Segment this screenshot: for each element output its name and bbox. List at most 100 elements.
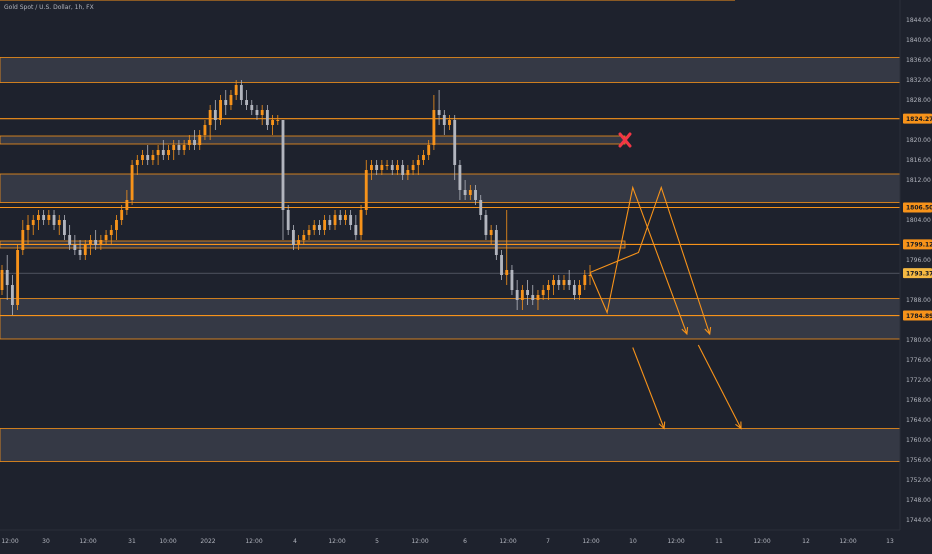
supply-demand-zone-2 [0, 173, 901, 203]
candle-body-72 [375, 165, 379, 170]
candle-body-45 [234, 85, 238, 95]
candle-body-110 [572, 285, 576, 295]
candle-body-74 [385, 165, 389, 166]
price-tick-label-7: 1812.00 [906, 177, 931, 184]
candle-body-84 [437, 110, 441, 115]
candle-body-87 [453, 120, 457, 165]
candle-body-28 [146, 155, 150, 160]
projection-path-1 [589, 185, 711, 335]
candle-body-95 [494, 230, 498, 255]
candle-body-60 [312, 225, 316, 230]
candle-body-80 [416, 160, 420, 165]
candle-body-105 [546, 285, 550, 290]
time-tick-label-6: 12:00 [245, 538, 262, 545]
price-tick-label-8: 1804.00 [906, 217, 931, 224]
symbol-title: Gold Spot / U.S. Dollar, 1h, FX [4, 4, 94, 11]
candle-body-93 [484, 215, 488, 235]
candle-body-33 [172, 145, 176, 150]
time-tick-label-7: 4 [293, 538, 297, 545]
candle-body-67 [349, 215, 353, 225]
time-tick-label-10: 12:00 [411, 538, 428, 545]
time-tick-label-11: 6 [463, 538, 467, 545]
projection-arrowhead-0 [681, 326, 689, 336]
supply-demand-zone-0 [0, 57, 901, 83]
candle-body-76 [396, 165, 399, 170]
price-tick-label-16: 1760.00 [906, 437, 931, 444]
price-badge-box-3 [903, 268, 932, 279]
candle-body-4 [21, 230, 25, 250]
time-tick-label-19: 12 [802, 538, 810, 545]
candle-body-19 [99, 240, 103, 245]
price-tick-label-12: 1776.00 [906, 357, 931, 364]
price-tick-label-0: 1844.00 [906, 17, 931, 24]
candle-body-96 [500, 255, 503, 275]
candle-body-12 [63, 220, 66, 235]
candle-body-8 [42, 215, 46, 220]
price-axis[interactable]: 1844.00 1840.00 1836.00 1832.00 1828.00 1820.… [906, 17, 931, 524]
time-tick-label-5: 2022 [200, 538, 215, 545]
price-tick-label-4: 1828.00 [906, 97, 931, 104]
candle-body-90 [468, 190, 472, 195]
price-badge-label-3: 1793.37 [906, 270, 932, 277]
candle-body-89 [463, 190, 467, 195]
time-tick-label-21: 13 [886, 538, 894, 545]
time-tick-label-14: 12:00 [582, 538, 599, 545]
price-badge-box-4 [903, 310, 932, 321]
candle-body-51 [265, 110, 269, 125]
supply-demand-zone-5 [0, 428, 901, 462]
price-tick-label-11: 1780.00 [906, 337, 931, 344]
candle-body-94 [489, 230, 493, 235]
candle-body-98 [510, 270, 514, 290]
candle-body-50 [260, 110, 264, 115]
candle-body-41 [213, 110, 217, 120]
candle-body-15 [78, 250, 82, 255]
candle-body-58 [302, 235, 306, 240]
price-badge-box-0 [903, 113, 932, 124]
candle-body-43 [224, 100, 228, 105]
candle-body-106 [552, 280, 556, 285]
candle-body-3 [16, 250, 20, 305]
candle-body-97 [505, 270, 509, 275]
candle-body-11 [57, 220, 61, 225]
price-tick-label-15: 1764.00 [906, 417, 931, 424]
candle-body-13 [68, 235, 72, 245]
price-badge-box-1 [903, 202, 932, 213]
candle-body-88 [458, 165, 462, 190]
candle-body-54 [281, 120, 285, 210]
candle-body-85 [442, 115, 446, 125]
price-tick-label-2: 1836.00 [906, 57, 931, 64]
price-tick-label-10: 1788.00 [906, 297, 931, 304]
time-tick-label-17: 11 [715, 538, 723, 545]
candle-body-48 [250, 105, 254, 110]
marker-layer [618, 132, 632, 148]
projection-path-2 [632, 347, 665, 429]
candle-body-107 [557, 280, 561, 285]
time-tick-label-9: 5 [375, 538, 379, 545]
invalidation-x-icon-stroke [618, 132, 632, 148]
candle-body-109 [567, 280, 571, 285]
time-tick-label-18: 12:00 [753, 538, 770, 545]
candle-body-68 [354, 225, 358, 235]
projection-path-0 [589, 185, 688, 335]
candle-body-1 [5, 270, 9, 285]
candle-body-92 [479, 200, 483, 215]
candle-body-100 [520, 290, 524, 300]
candle-body-70 [364, 170, 368, 210]
candle-body-5 [26, 225, 30, 230]
time-axis[interactable]: 12:00 30 12:00 31 10:00 2022 12:00 4 12:00 5 12:00… [1, 538, 894, 545]
candle-body-86 [448, 120, 451, 125]
time-tick-label-2: 12:00 [79, 538, 96, 545]
price-tick-label-1: 1840.00 [906, 37, 931, 44]
price-badge-label-1: 1806.50 [906, 205, 932, 212]
candle-body-69 [359, 210, 363, 235]
candle-body-30 [156, 150, 160, 155]
candle-body-32 [167, 150, 170, 155]
candle-body-56 [291, 230, 295, 245]
candle-body-2 [10, 285, 14, 305]
projection-arrowhead-3 [735, 421, 742, 430]
candle-body-24 [125, 200, 129, 210]
candle-body-61 [317, 225, 321, 230]
candle-body-108 [562, 280, 566, 285]
